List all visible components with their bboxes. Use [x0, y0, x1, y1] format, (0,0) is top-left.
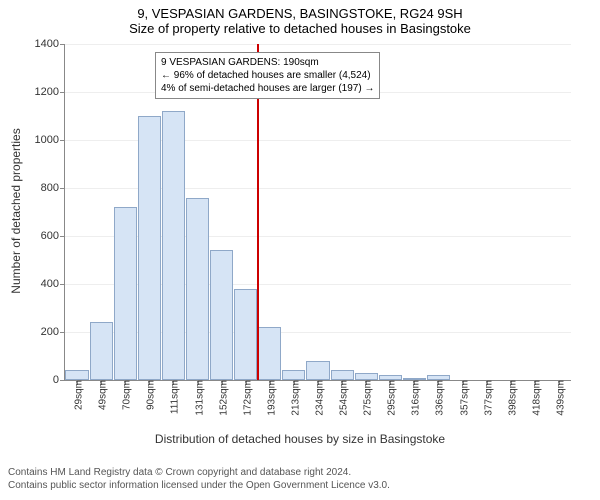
- x-tick-label: 49sqm: [94, 380, 109, 410]
- histogram-bar: [114, 207, 137, 380]
- footer-line-1: Contains HM Land Registry data © Crown c…: [8, 466, 592, 479]
- x-tick-label: 193sqm: [262, 380, 277, 416]
- y-tick-label: 800: [41, 182, 65, 194]
- x-tick-label: 172sqm: [238, 380, 253, 416]
- x-tick-label: 295sqm: [383, 380, 398, 416]
- histogram-bar: [331, 370, 354, 380]
- annotation-line: 4% of semi-detached houses are larger (1…: [161, 82, 374, 95]
- x-tick-label: 439sqm: [551, 380, 566, 416]
- x-tick-label: 29sqm: [70, 380, 85, 410]
- histogram-bar: [90, 322, 113, 380]
- histogram-bar: [186, 198, 209, 380]
- footer: Contains HM Land Registry data © Crown c…: [0, 459, 600, 500]
- x-tick-label: 336sqm: [431, 380, 446, 416]
- x-tick-label: 398sqm: [503, 380, 518, 416]
- gridline: [65, 44, 571, 45]
- x-tick-label: 131sqm: [190, 380, 205, 416]
- annotation-line: 9 VESPASIAN GARDENS: 190sqm: [161, 56, 374, 69]
- y-tick-label: 200: [41, 326, 65, 338]
- x-tick-label: 152sqm: [214, 380, 229, 416]
- y-tick-label: 600: [41, 230, 65, 242]
- x-tick-label: 111sqm: [166, 380, 181, 414]
- y-tick-label: 1200: [35, 86, 65, 98]
- x-tick-label: 90sqm: [142, 380, 157, 410]
- x-axis-label: Distribution of detached houses by size …: [0, 432, 600, 446]
- x-tick-label: 418sqm: [527, 380, 542, 416]
- histogram-bar: [65, 370, 88, 380]
- histogram-bar: [282, 370, 305, 380]
- histogram-bar: [210, 250, 233, 380]
- x-tick-label: 357sqm: [455, 380, 470, 416]
- y-tick-label: 0: [53, 374, 65, 386]
- y-tick-label: 1400: [35, 38, 65, 50]
- annotation-line: ← 96% of detached houses are smaller (4,…: [161, 69, 374, 82]
- page-title-line2: Size of property relative to detached ho…: [0, 21, 600, 36]
- footer-line-2: Contains public sector information licen…: [8, 479, 592, 492]
- x-tick-label: 316sqm: [407, 380, 422, 416]
- y-axis-label: Number of detached properties: [9, 43, 23, 379]
- histogram-bar: [258, 327, 281, 380]
- y-tick-label: 400: [41, 278, 65, 290]
- x-tick-label: 254sqm: [335, 380, 350, 416]
- histogram-bar: [162, 111, 185, 380]
- x-tick-label: 275sqm: [359, 380, 374, 416]
- chart-plot-area: 020040060080010001200140029sqm49sqm70sqm…: [64, 44, 571, 381]
- x-tick-label: 70sqm: [118, 380, 133, 410]
- histogram-bar: [306, 361, 329, 380]
- histogram-bar: [138, 116, 161, 380]
- x-tick-label: 377sqm: [479, 380, 494, 416]
- x-tick-label: 213sqm: [286, 380, 301, 416]
- histogram-bar: [234, 289, 257, 380]
- page-title-line1: 9, VESPASIAN GARDENS, BASINGSTOKE, RG24 …: [0, 0, 600, 21]
- histogram-bar: [355, 373, 378, 380]
- x-tick-label: 234sqm: [311, 380, 326, 416]
- y-tick-label: 1000: [35, 134, 65, 146]
- annotation-box: 9 VESPASIAN GARDENS: 190sqm← 96% of deta…: [155, 52, 380, 99]
